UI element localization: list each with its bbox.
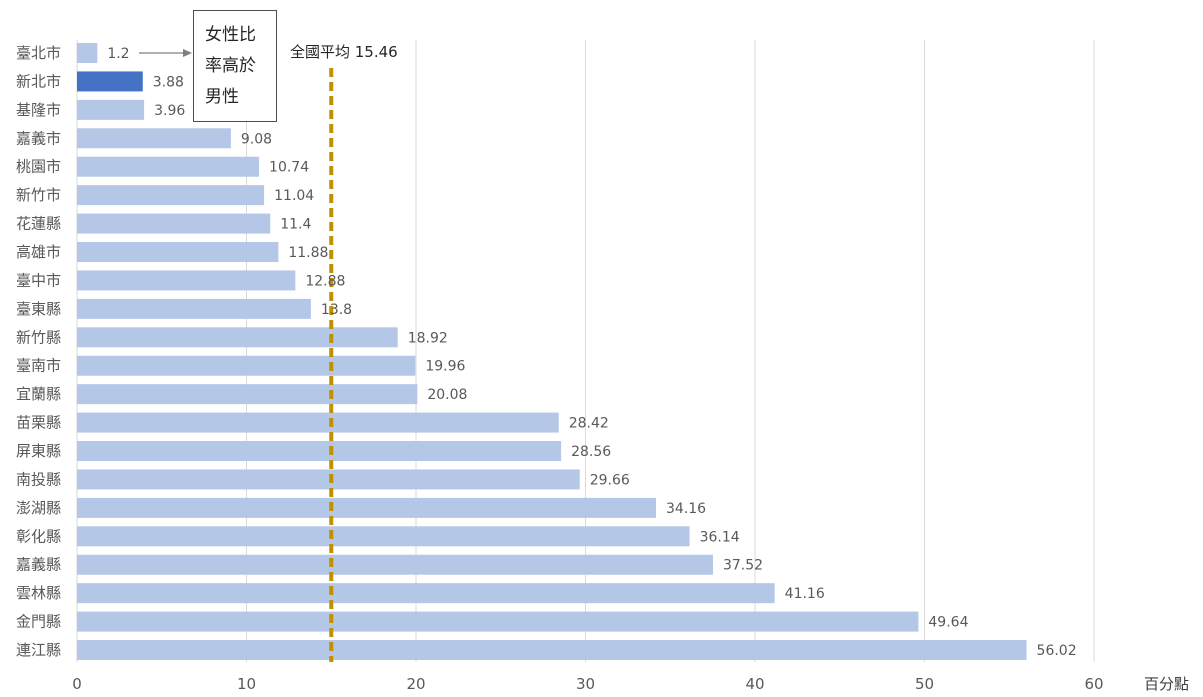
category-label: 新北市	[16, 72, 61, 90]
data-label: 41.16	[785, 586, 825, 602]
bar	[77, 298, 311, 319]
x-tick-label: 10	[237, 675, 256, 693]
annotation-text: 女性比率高於男性	[205, 25, 256, 107]
data-label: 12.88	[305, 273, 345, 289]
bar	[77, 355, 416, 376]
data-label: 29.66	[590, 472, 630, 488]
category-label: 臺東縣	[16, 300, 61, 318]
data-label: 3.88	[153, 74, 184, 90]
x-tick-label: 20	[406, 675, 425, 693]
data-label: 11.88	[288, 245, 328, 261]
category-label: 桃園市	[16, 158, 61, 176]
annotation-arrow-group	[139, 49, 192, 57]
bar	[77, 384, 418, 405]
bar	[77, 99, 145, 120]
bar	[77, 611, 919, 632]
data-label: 34.16	[666, 501, 706, 517]
category-label: 臺南市	[16, 357, 61, 375]
category-label: 金門縣	[16, 613, 61, 631]
data-label: 56.02	[1037, 643, 1077, 659]
bar	[77, 554, 713, 575]
bar	[77, 497, 657, 518]
bar	[77, 640, 1027, 661]
data-label: 36.14	[700, 529, 740, 545]
bars	[77, 43, 1027, 661]
bar	[77, 327, 398, 348]
data-label: 1.2	[107, 46, 129, 62]
x-tick-label: 60	[1084, 675, 1103, 693]
data-label: 9.08	[241, 131, 272, 147]
category-label: 花蓮縣	[16, 215, 61, 233]
data-label: 18.92	[408, 330, 448, 346]
bar	[77, 583, 775, 604]
category-label: 新竹市	[16, 186, 61, 204]
bar	[77, 441, 562, 462]
data-label: 49.64	[928, 615, 968, 631]
data-label: 28.56	[571, 444, 611, 460]
x-tick-label: 0	[72, 675, 82, 693]
bar	[77, 526, 690, 547]
bar	[77, 43, 98, 63]
category-label: 南投縣	[16, 470, 61, 488]
bar	[77, 469, 580, 490]
category-label: 連江縣	[16, 641, 61, 659]
annotation-callout: 女性比率高於男性	[193, 10, 277, 122]
bar	[77, 213, 271, 234]
category-label: 屏東縣	[16, 442, 61, 460]
data-label: 10.74	[269, 160, 309, 176]
bar	[77, 156, 260, 177]
data-label: 28.42	[569, 416, 609, 432]
category-label: 嘉義市	[16, 129, 61, 147]
data-label: 11.04	[274, 188, 314, 204]
bar	[77, 185, 265, 206]
category-label: 新竹縣	[16, 328, 61, 346]
data-label: 19.96	[425, 359, 465, 375]
labels: 0 10 20 30 40 50 60 百分點 臺北市 1.2 新北市 3.88 基隆市 3.96 嘉義市 9…	[16, 43, 1189, 693]
data-label: 37.52	[723, 558, 763, 574]
category-label: 彰化縣	[16, 527, 61, 545]
bar	[77, 412, 559, 433]
x-unit-label: 百分點	[1144, 675, 1189, 693]
bar	[77, 71, 143, 92]
bar	[77, 242, 279, 263]
category-label: 澎湖縣	[16, 499, 61, 517]
bar	[77, 270, 296, 291]
x-tick-label: 40	[745, 675, 764, 693]
data-label: 20.08	[427, 387, 467, 403]
category-label: 基隆市	[16, 101, 61, 119]
average-reference-label: 全國平均 15.46	[290, 43, 398, 61]
data-label: 3.96	[154, 103, 185, 119]
category-label: 臺北市	[16, 44, 61, 62]
category-label: 宜蘭縣	[16, 385, 61, 403]
data-label: 13.8	[321, 302, 352, 318]
annotation-arrow-head	[183, 49, 192, 57]
x-tick-label: 50	[915, 675, 934, 693]
data-label: 11.4	[280, 217, 311, 233]
category-label: 嘉義縣	[16, 556, 61, 574]
category-label: 苗栗縣	[16, 414, 61, 432]
category-label: 臺中市	[16, 271, 61, 289]
x-tick-label: 30	[576, 675, 595, 693]
bar	[77, 128, 231, 149]
category-label: 高雄市	[16, 243, 61, 261]
category-label: 雲林縣	[16, 584, 61, 602]
